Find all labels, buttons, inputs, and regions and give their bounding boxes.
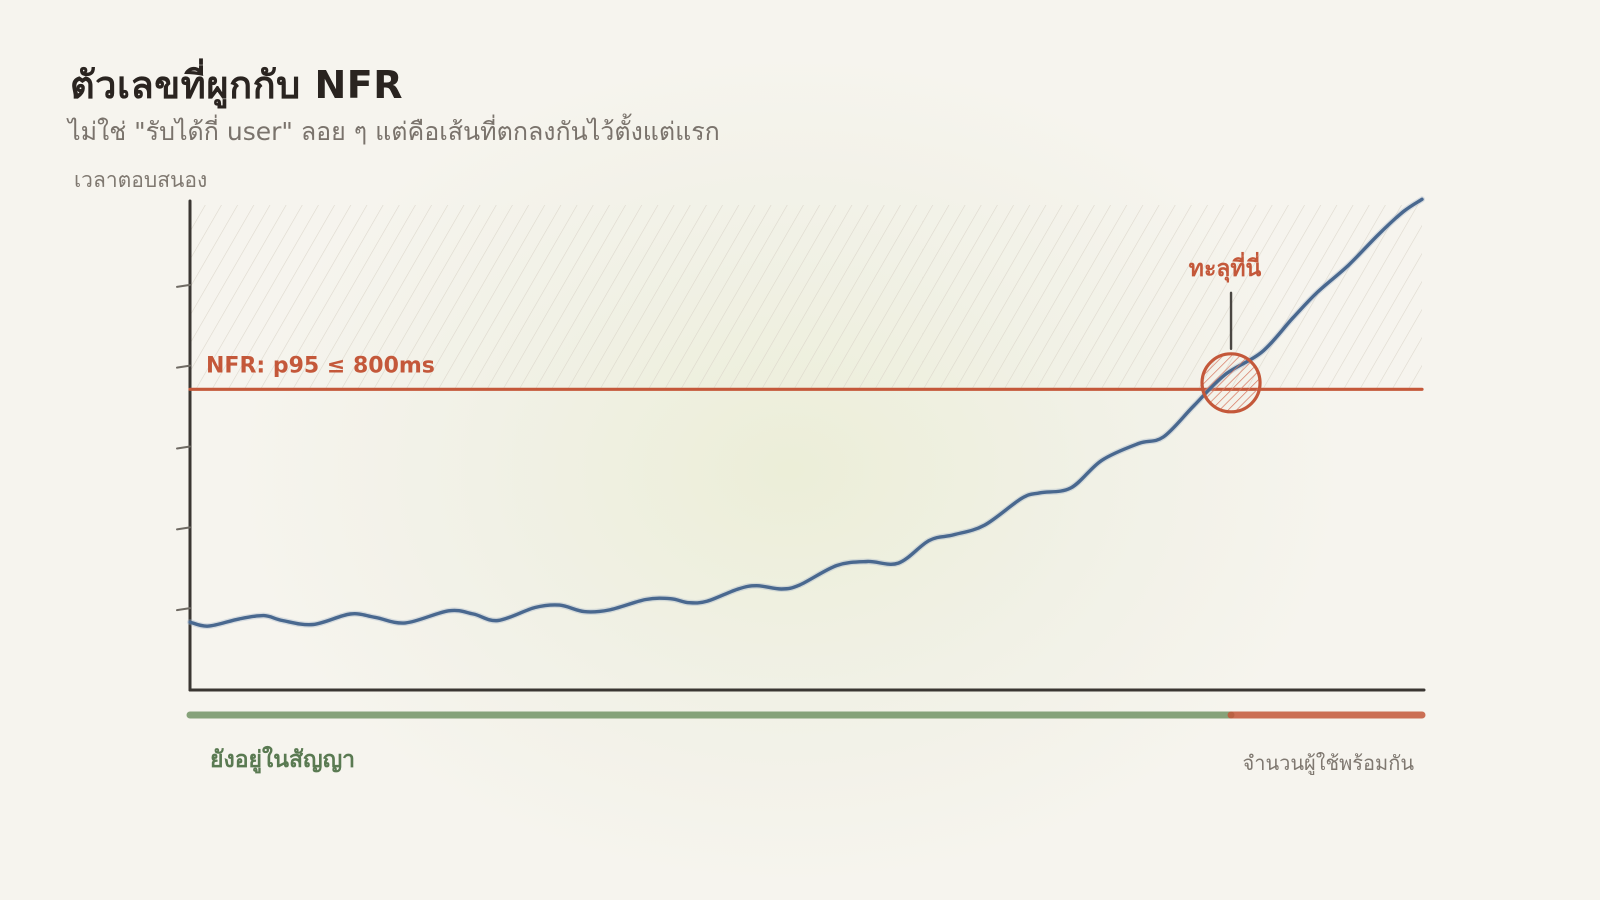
nfr-threshold-label: NFR: p95 ≤ 800ms — [206, 353, 435, 378]
y-tick-mark — [176, 283, 191, 288]
page-title: ตัวเลขที่ผูกกับ NFR — [70, 63, 403, 107]
breach-point-circle — [1200, 352, 1262, 414]
breach-label: ทะลุที่นี่ — [1189, 251, 1262, 283]
zone-ok-label: ยังอยู่ในสัญญา — [210, 747, 356, 773]
y-axis-label: เวลาตอบสนอง — [74, 168, 208, 192]
page-subtitle: ไม่ใช่ "รับได้กี่ user" ลอย ๆ แต่คือเส้น… — [68, 117, 720, 146]
y-tick-mark — [176, 364, 191, 369]
y-tick-mark — [176, 526, 191, 531]
y-tick-mark — [176, 607, 191, 612]
y-tick-mark — [176, 445, 191, 450]
x-axis-label: จำนวนผู้ใช้พร้อมกัน — [1242, 751, 1414, 775]
